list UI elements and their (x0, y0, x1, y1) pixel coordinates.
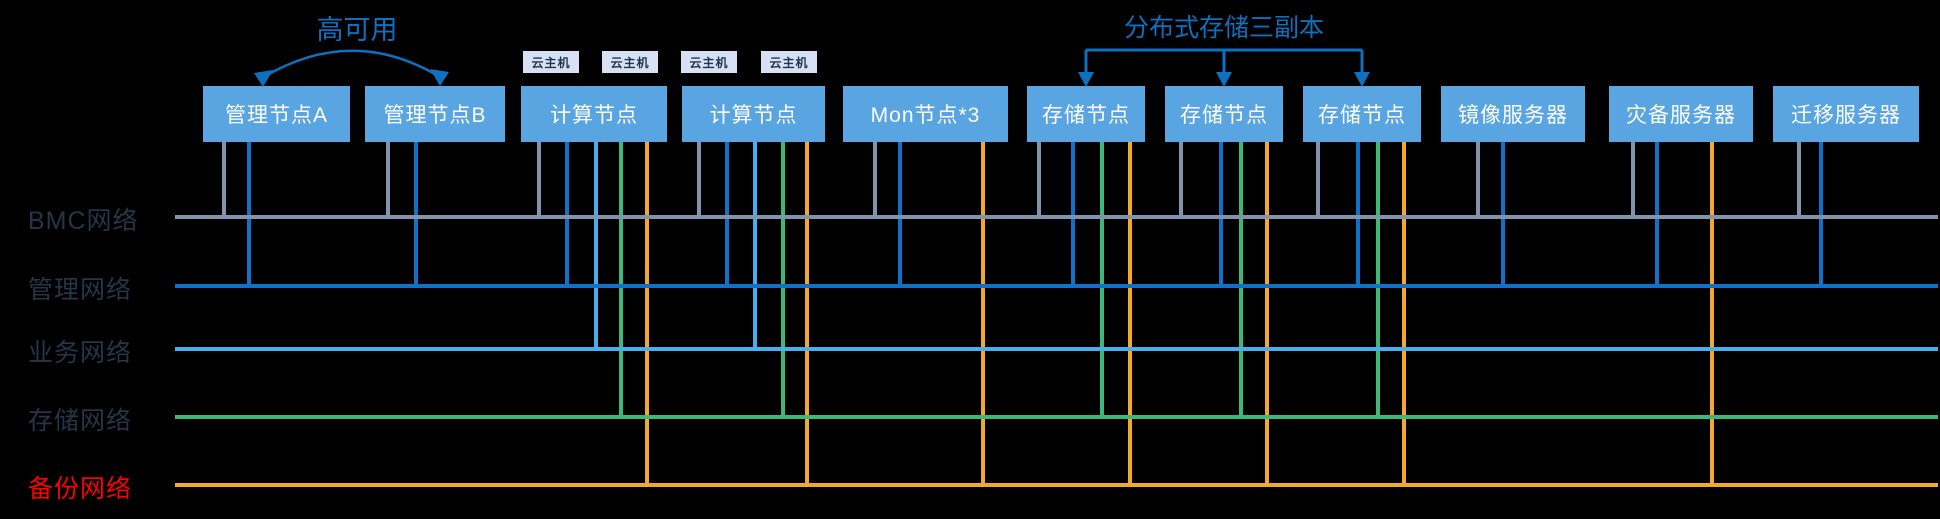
drop-backup (981, 142, 985, 487)
network-line-biz (175, 347, 1938, 351)
drop-biz (594, 142, 598, 351)
cloud-host-box: 云主机 (761, 51, 817, 73)
drop-backup (1265, 142, 1269, 487)
node-box: 存储节点 (1303, 86, 1421, 142)
drop-backup (645, 142, 649, 487)
cloud-host-label: 云主机 (689, 55, 729, 70)
node-label: 计算节点 (709, 104, 798, 127)
cloud-host-box: 云主机 (523, 51, 579, 73)
node-label: Mon节点*3 (870, 104, 981, 127)
node-label: 计算节点 (550, 104, 638, 127)
network-line-bmc (175, 215, 1938, 219)
drop-bmc (873, 142, 877, 219)
node-box: Mon节点*3 (843, 86, 1008, 142)
drop-storage (619, 142, 623, 419)
drop-biz (753, 142, 757, 351)
network-label-biz: 业务网络 (28, 339, 133, 367)
drop-backup (805, 142, 809, 487)
ha-double-arrow (254, 49, 449, 87)
cloud-host-label: 云主机 (610, 55, 650, 70)
cloud-host-box: 云主机 (602, 51, 658, 73)
cloud-host-label: 云主机 (769, 55, 809, 70)
high-availability-annotation: 高可用 (316, 15, 398, 45)
network-label-mgmt: 管理网络 (28, 276, 133, 304)
drop-storage (1376, 142, 1380, 419)
drop-bmc (386, 142, 390, 219)
drop-storage (781, 142, 785, 419)
node-box: 计算节点 (521, 86, 667, 142)
node-label: 存储节点 (1042, 104, 1130, 127)
node-box: 存储节点 (1027, 86, 1145, 142)
node-box: 镜像服务器 (1441, 86, 1585, 142)
drop-storage (1100, 142, 1104, 419)
drop-backup (1402, 142, 1406, 487)
node-label: 存储节点 (1180, 104, 1268, 127)
node-label: 管理节点A (224, 104, 328, 127)
node-box: 管理节点B (365, 86, 505, 142)
replica-annotation: 分布式存储三副本 (1123, 14, 1325, 42)
node-label: 管理节点B (383, 104, 487, 127)
drop-backup (1710, 142, 1714, 487)
network-label-backup: 备份网络 (28, 475, 133, 503)
node-box: 管理节点A (203, 86, 350, 142)
drop-bmc (1179, 142, 1183, 219)
network-line-mgmt (175, 284, 1938, 288)
network-label-storage: 存储网络 (28, 407, 133, 435)
drop-backup (1128, 142, 1132, 487)
drop-bmc (222, 142, 226, 219)
drop-bmc (1316, 142, 1320, 219)
node-label: 灾备服务器 (1626, 104, 1736, 127)
drop-storage (1239, 142, 1243, 419)
drop-bmc (1797, 142, 1801, 219)
network-line-backup (175, 483, 1938, 487)
node-box: 计算节点 (682, 86, 825, 142)
drop-bmc (537, 142, 541, 219)
node-box: 灾备服务器 (1609, 86, 1753, 142)
node-label: 存储节点 (1318, 104, 1406, 127)
cloud-host-box: 云主机 (681, 51, 737, 73)
drop-bmc (1037, 142, 1041, 219)
node-box: 存储节点 (1165, 86, 1283, 142)
drop-bmc (697, 142, 701, 219)
node-box: 迁移服务器 (1773, 86, 1919, 142)
network-label-bmc: BMC网络 (28, 207, 139, 235)
node-label: 镜像服务器 (1458, 104, 1568, 127)
drop-bmc (1476, 142, 1480, 219)
network-line-storage (175, 415, 1938, 419)
replica-bracket-arrows (1078, 48, 1370, 87)
node-label: 迁移服务器 (1791, 104, 1901, 127)
cloud-host-label: 云主机 (531, 55, 571, 70)
drop-bmc (1631, 142, 1635, 219)
